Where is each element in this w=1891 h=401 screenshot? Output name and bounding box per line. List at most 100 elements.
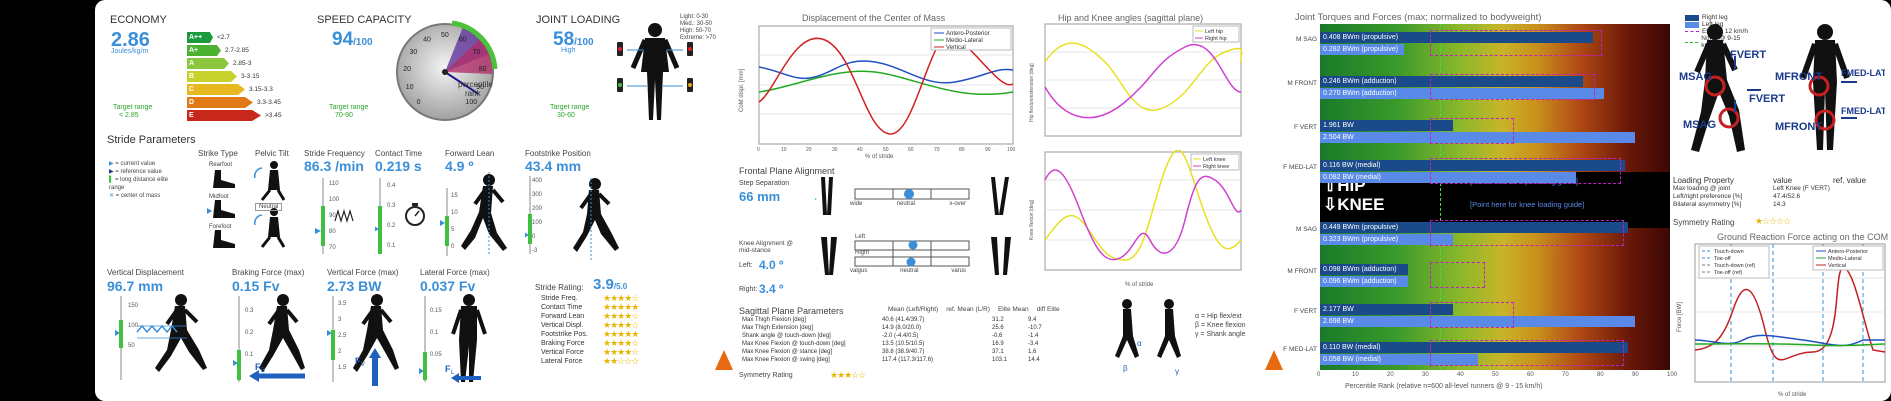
stride-title: Stride Parameters xyxy=(107,134,196,146)
footstrike-label: Footstrike Position xyxy=(525,149,591,158)
rating-row: Forward Lean ★★★★☆ xyxy=(541,311,639,321)
grade-range: <2.7 xyxy=(217,34,230,41)
tick-label: 0.05 xyxy=(430,352,442,358)
braking-value: 0.15 Fv xyxy=(232,278,280,294)
torque-group-label: M SAG xyxy=(1296,226,1317,233)
elite-reference-box xyxy=(1430,262,1485,288)
grade-range: 2.7-2.85 xyxy=(225,47,249,54)
rating-row: Vertical Displ. ★★★★☆ xyxy=(541,320,639,330)
grf-title: Ground Reaction Force acting on the COM xyxy=(1717,232,1889,242)
frequency-value: 86.3 /min xyxy=(304,158,364,174)
frequency-ticks: 110 100 90 80 70 xyxy=(329,176,339,256)
stride-legend: ▶ = current value ▶ = reference value ▌ … xyxy=(109,161,169,199)
contact-value: 0.219 s xyxy=(375,158,422,174)
gauge-tick-label: 10 xyxy=(406,84,414,91)
footstrike-figure xyxy=(525,176,619,260)
foot-icons xyxy=(207,170,235,248)
contact-scale xyxy=(375,178,425,254)
svg-text:% of stride: % of stride xyxy=(1778,392,1807,398)
elite-reference-box xyxy=(1430,30,1602,56)
svg-text:CoM displ. [mm]: CoM displ. [mm] xyxy=(739,68,745,112)
knee-guide-link[interactable]: [Point here for knee loading guide] xyxy=(1470,200,1585,209)
torque-bar-right: 1.961 BW xyxy=(1320,120,1453,131)
svg-text:MFRONT: MFRONT xyxy=(1775,71,1822,83)
svg-text:rank: rank xyxy=(465,89,482,98)
tick-label: 0.15 xyxy=(430,308,442,314)
grade-bar: E xyxy=(187,110,261,121)
tick-label: 15 xyxy=(451,193,458,199)
torque-bar-left: 2.698 BW xyxy=(1320,316,1635,327)
knee-right-value: 3.4 º xyxy=(759,282,784,296)
vdisp-ticks: 150 100 50 xyxy=(128,296,138,356)
step-scale: wide neutral x-over xyxy=(850,201,966,207)
tick-label: -3 xyxy=(532,248,538,254)
grf-chart: Touch-down Toe-off Touch-down (ref) Toe-… xyxy=(1677,243,1886,398)
sagittal-row: Max Knee Flexion @ stance [deg] 38.8 (38.… xyxy=(742,349,1037,355)
svg-text:% of stride: % of stride xyxy=(1125,282,1154,288)
elite-reference-box xyxy=(1430,340,1624,366)
loading-symmetry-stars: ★☆☆☆☆ xyxy=(1755,216,1791,226)
sagittal-title: Sagittal Plane Parameters xyxy=(739,306,844,316)
svg-text:20: 20 xyxy=(806,147,812,153)
knee-bar-right: Right xyxy=(855,250,870,256)
tick-label: 100 xyxy=(329,197,340,203)
braking-label: Braking Force (max) xyxy=(232,268,305,277)
svg-text:B: B xyxy=(261,368,265,374)
torque-xtick: 30 xyxy=(1422,372,1429,378)
svg-text:30: 30 xyxy=(832,147,838,153)
loading-row: Left/right preference [%] 47.4/52.6 xyxy=(1673,193,1801,200)
hip-series-left xyxy=(1044,42,1243,111)
torque-bar-left: 0.323 BWm (propulsive) xyxy=(1320,234,1453,245)
loading-row: Bilateral asymmetry [%] 14.3 xyxy=(1673,201,1786,208)
svg-text:MSAG: MSAG xyxy=(1683,119,1716,131)
torque-xtick: 60 xyxy=(1527,372,1534,378)
svg-text:90: 90 xyxy=(985,147,991,153)
svg-text:FVERT: FVERT xyxy=(1749,93,1785,105)
grade-range: >3.45 xyxy=(265,112,282,119)
rating-row: Stride Freq. ★★★★☆ xyxy=(541,293,639,303)
torque-xtick: 0 xyxy=(1317,372,1321,378)
grade-range: 3-3.15 xyxy=(241,73,260,80)
sagittal-row: Max Knee Flexion @ swing [deg] 117.4 (117… xyxy=(742,357,1040,363)
svg-text:Right knee: Right knee xyxy=(1203,164,1229,170)
lforce-ticks: 0.15 0.1 0.05 xyxy=(430,300,442,366)
knee-scale: valgus neutral varus xyxy=(850,268,966,274)
torque-xtick: 40 xyxy=(1457,372,1464,378)
gauge-center-label: percentile xyxy=(458,80,493,89)
svg-text:0: 0 xyxy=(757,147,760,153)
tick-label: 80 xyxy=(329,229,336,235)
torque-group-label: F MED-LAT xyxy=(1283,346,1317,353)
elite-reference-box xyxy=(1430,302,1514,328)
svg-text:Antero-Posterior: Antero-Posterior xyxy=(946,31,990,37)
torque-bar-right: 0.116 BW (medial) xyxy=(1320,160,1625,171)
speed-title: SPEED CAPACITY xyxy=(317,14,412,26)
gauge-zone xyxy=(445,27,489,72)
elite-reference-box xyxy=(1430,220,1624,246)
svg-text:FMED-LAT: FMED-LAT xyxy=(1841,106,1885,116)
lean-value: 4.9 º xyxy=(445,158,474,174)
tick-label: 0.3 xyxy=(387,203,396,209)
elite-reference-box xyxy=(1430,118,1514,144)
tick-label: 3.5 xyxy=(338,301,347,307)
tick-label: 2.5 xyxy=(338,333,347,339)
footstrike-ticks: 400 300 200 100 0 -3 xyxy=(532,174,542,258)
hipknee-title: Hip and Knee angles (sagittal plane) xyxy=(1058,13,1204,23)
tick-label: 0.3 xyxy=(245,308,254,314)
knee-left-label: Left: xyxy=(739,262,753,269)
tick-label: 100 xyxy=(532,220,543,226)
torque-group-label: F MED-LAT xyxy=(1283,164,1317,171)
svg-text:Toe-off: Toe-off xyxy=(1714,256,1731,262)
tick-label: 0.4 xyxy=(387,183,396,189)
stopwatch-icon xyxy=(405,206,425,226)
gauge-tick-label: 0 xyxy=(417,99,421,106)
vforce-value: 2.73 BW xyxy=(327,278,382,294)
sagittal-symmetry-label: Symmetry Rating xyxy=(739,372,793,379)
lean-ticks: 15 10 5 0 xyxy=(451,188,458,256)
svg-text:Hip flexion/extension [deg]: Hip flexion/extension [deg] xyxy=(1029,63,1035,122)
svg-text:Vertical: Vertical xyxy=(946,45,966,51)
torque-bar-right: 0.098 BWm (adduction) xyxy=(1320,264,1408,275)
hip-chart: Left hip Right hip Hip flexion/extension… xyxy=(1029,23,1243,137)
tick-label: 70 xyxy=(329,245,336,251)
torque-xtick: 50 xyxy=(1492,372,1499,378)
